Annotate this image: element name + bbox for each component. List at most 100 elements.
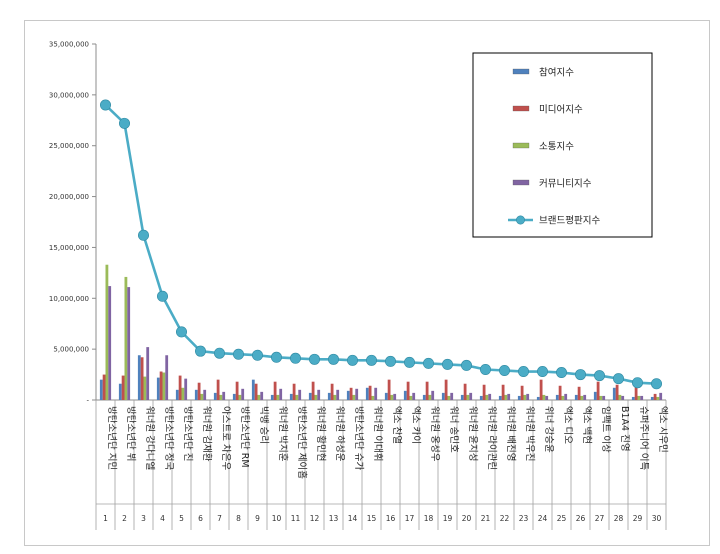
bar	[102, 374, 106, 400]
bar	[640, 395, 644, 400]
bar	[222, 391, 226, 400]
bar	[99, 379, 103, 400]
bar	[526, 393, 530, 400]
bar	[232, 393, 236, 400]
bar	[355, 388, 359, 400]
category-label: B1A4 진영	[619, 406, 630, 452]
bar	[124, 276, 128, 400]
bar	[238, 394, 242, 400]
category-number: 12	[310, 514, 320, 523]
bar	[162, 372, 166, 400]
line-point	[176, 326, 188, 338]
bar	[650, 396, 654, 400]
category-number: 29	[633, 514, 643, 523]
line-point	[138, 229, 150, 241]
line-point	[157, 290, 169, 302]
legend-box	[472, 52, 653, 238]
category-number: 7	[217, 514, 222, 523]
category-number: 9	[255, 514, 260, 523]
bar	[387, 379, 391, 400]
category-number: 22	[500, 514, 510, 523]
category-label: 워너원 라이관린	[486, 406, 497, 470]
legend-label: 참여지수	[539, 67, 574, 79]
bar	[270, 394, 274, 400]
bar	[485, 394, 489, 400]
legend-label: 커뮤니티지수	[539, 179, 592, 190]
bar	[213, 392, 217, 400]
bar	[273, 381, 277, 400]
bar	[618, 394, 622, 400]
y-tick-label: -	[86, 397, 89, 405]
bar	[121, 375, 125, 400]
bar	[577, 386, 581, 400]
bar	[311, 381, 315, 400]
y-tick-label: 35,000,000	[49, 41, 89, 49]
bar	[444, 379, 448, 400]
line-point	[289, 352, 301, 364]
bar	[558, 385, 562, 400]
line-point	[574, 369, 586, 381]
bar	[175, 389, 179, 400]
bar	[327, 392, 331, 400]
bar	[523, 394, 527, 400]
bar	[425, 381, 429, 400]
category-number: 16	[386, 514, 396, 523]
legend-label: 소통지수	[539, 142, 574, 153]
category-number: 4	[160, 514, 165, 523]
legend-swatch	[512, 68, 530, 75]
line-point	[517, 366, 529, 378]
line-point	[271, 351, 283, 363]
bar	[517, 395, 521, 400]
bar	[539, 379, 543, 400]
category-label: 빅뱅 승리	[258, 406, 269, 444]
bar	[615, 384, 619, 400]
bar	[254, 383, 258, 400]
bar	[596, 381, 600, 400]
bar	[295, 394, 299, 400]
line-point	[536, 366, 548, 378]
line-point	[555, 367, 567, 379]
line-point	[100, 99, 112, 111]
bar	[520, 385, 524, 400]
category-number: 8	[236, 514, 241, 523]
y-tick-label: 5,000,000	[53, 346, 89, 354]
line-point	[365, 354, 377, 366]
bar	[583, 394, 587, 400]
line-point	[214, 347, 226, 359]
bar	[279, 388, 283, 400]
category-number: 5	[179, 514, 184, 523]
line-point	[631, 377, 643, 389]
bar	[314, 394, 318, 400]
line-point	[195, 345, 207, 357]
line-point	[252, 349, 264, 361]
line-point	[650, 378, 662, 390]
bar	[555, 394, 559, 400]
category-label: 워너원 옹성우	[429, 406, 440, 462]
category-label: 방탄소년단 뷔	[125, 406, 136, 461]
category-number: 17	[405, 514, 415, 523]
bar	[460, 394, 464, 400]
category-label: 엑소 찬열	[391, 406, 403, 444]
category-number: 18	[424, 514, 434, 523]
bar	[406, 381, 410, 400]
bar	[463, 383, 467, 400]
bar	[488, 393, 492, 400]
line-point	[233, 348, 245, 360]
bar	[656, 396, 660, 400]
legend-swatch	[512, 105, 530, 112]
legend-swatch	[512, 179, 530, 186]
bar	[659, 392, 663, 400]
legend-label: 브랜드평판지수	[539, 216, 600, 227]
bar	[105, 264, 109, 400]
y-tick-label: 30,000,000	[49, 91, 89, 99]
category-number: 3	[141, 514, 146, 523]
category-label: 위너 강승윤	[543, 406, 555, 453]
bar	[580, 395, 584, 400]
bar	[602, 395, 606, 400]
bar	[564, 393, 568, 400]
bar	[574, 394, 578, 400]
bar	[156, 377, 160, 400]
category-label: 엑소 백현	[581, 406, 593, 444]
bar	[260, 391, 264, 400]
category-number: 21	[481, 514, 491, 523]
